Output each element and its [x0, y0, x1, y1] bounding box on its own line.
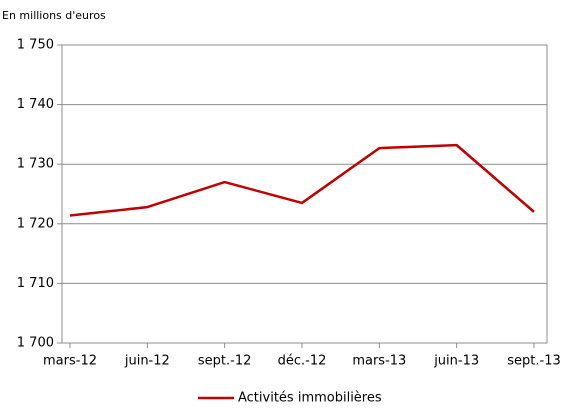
- chart-subtitle: En millions d'euros: [2, 9, 106, 22]
- x-tick-label: mars-12: [43, 354, 97, 369]
- y-tick-label: 1 710: [17, 276, 54, 291]
- x-tick-label: juin-13: [433, 354, 479, 369]
- x-tick-label: juin-12: [124, 354, 170, 369]
- y-tick-label: 1 730: [17, 157, 54, 172]
- legend-label: Activités immobilières: [238, 391, 382, 406]
- x-tick-label: déc.-12: [278, 354, 327, 369]
- y-tick-label: 1 750: [17, 38, 54, 53]
- x-tick-label: sept.-12: [198, 354, 252, 369]
- series-line: [69, 143, 535, 217]
- x-tick-label: sept.-13: [507, 354, 561, 369]
- y-tick-label: 1 700: [17, 336, 54, 351]
- plot-frame: [61, 44, 548, 344]
- y-tick-label: 1 720: [17, 216, 54, 231]
- x-tick-label: mars-13: [352, 354, 406, 369]
- y-tick-label: 1 740: [17, 97, 54, 112]
